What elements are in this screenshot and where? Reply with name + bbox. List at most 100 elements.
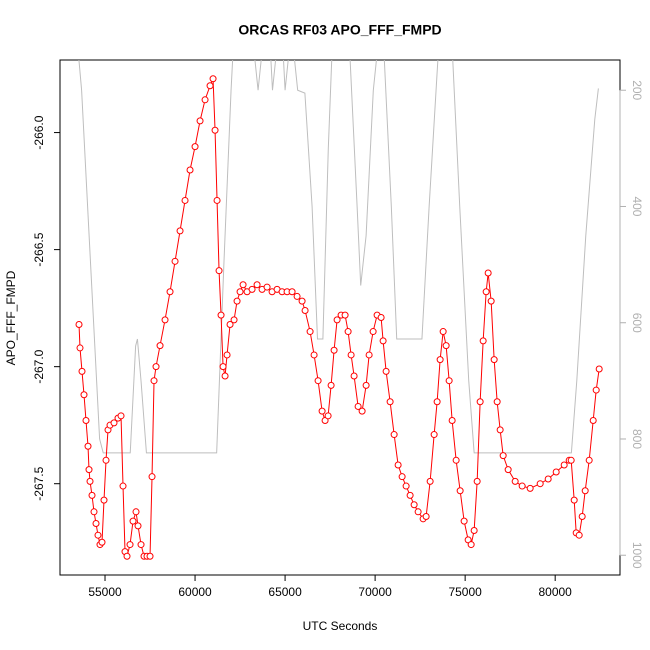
y2-tick-label: 600 — [630, 313, 644, 333]
data-point — [90, 508, 98, 516]
y-axis-label: APO_FFF_FMPD — [4, 270, 18, 365]
data-point — [100, 496, 108, 504]
data-point — [402, 482, 410, 490]
data-point — [137, 541, 145, 549]
data-point — [354, 402, 362, 410]
data-point — [362, 381, 370, 389]
data-point — [239, 281, 247, 289]
data-point — [499, 452, 507, 460]
data-point — [176, 227, 184, 235]
data-point — [85, 466, 93, 474]
data-point — [433, 398, 441, 406]
data-point — [201, 96, 209, 104]
data-point — [470, 527, 478, 535]
data-point — [314, 377, 322, 385]
data-point — [487, 297, 495, 305]
x-tick-label: 75000 — [448, 585, 482, 599]
data-point — [152, 363, 160, 371]
data-point — [263, 283, 271, 291]
data-point — [171, 257, 179, 265]
data-point — [123, 552, 131, 560]
data-point — [467, 541, 475, 549]
data-line — [78, 78, 600, 558]
data-point — [306, 328, 314, 336]
data-point — [196, 117, 204, 125]
data-point — [221, 372, 229, 380]
data-point — [460, 517, 468, 525]
data-point — [369, 328, 377, 336]
pressure-line — [78, 60, 599, 454]
y-tick-label: -267.5 — [32, 466, 46, 500]
data-point — [318, 407, 326, 415]
data-point — [490, 356, 498, 364]
data-point — [80, 391, 88, 399]
data-point — [410, 501, 418, 509]
data-point — [226, 321, 234, 329]
data-point — [98, 538, 106, 546]
data-point — [436, 356, 444, 364]
data-point — [479, 337, 487, 345]
data-point — [76, 344, 84, 352]
data-point — [191, 143, 199, 151]
x-tick-label: 80000 — [538, 585, 572, 599]
data-point — [129, 517, 137, 525]
data-point — [223, 351, 231, 359]
data-point — [482, 288, 490, 296]
x-tick-label: 65000 — [268, 585, 302, 599]
data-point — [253, 281, 261, 289]
data-point — [382, 367, 390, 375]
data-point — [150, 377, 158, 385]
x-tick-label: 55000 — [88, 585, 122, 599]
data-point — [575, 531, 583, 539]
data-point — [473, 477, 481, 485]
y-tick-label: -266.5 — [32, 232, 46, 266]
data-point — [233, 297, 241, 305]
data-point — [301, 306, 309, 314]
y2-tick-label: 200 — [630, 80, 644, 100]
data-point — [211, 126, 219, 134]
data-point — [288, 288, 296, 296]
data-point — [94, 531, 102, 539]
data-point — [293, 292, 301, 300]
data-point — [78, 367, 86, 375]
data-point — [119, 482, 127, 490]
data-point — [209, 75, 217, 83]
y2-tick-label: 800 — [630, 429, 644, 449]
data-point — [589, 417, 597, 424]
data-point — [333, 316, 341, 324]
data-point — [452, 456, 460, 464]
y2-tick-label: 1000 — [630, 542, 644, 569]
data-point — [358, 407, 366, 415]
data-point — [350, 372, 358, 380]
data-point — [493, 398, 501, 406]
data-point — [206, 82, 214, 90]
data-point — [324, 412, 332, 420]
data-point — [156, 342, 164, 350]
data-point — [327, 381, 335, 389]
data-point — [134, 522, 142, 530]
data-point — [219, 363, 227, 371]
x-tick-label: 60000 — [178, 585, 212, 599]
data-point — [377, 314, 385, 321]
y-tick-label: -266.0 — [32, 115, 46, 149]
data-point — [592, 386, 600, 394]
data-point — [570, 496, 578, 504]
data-point — [504, 466, 512, 474]
data-point — [518, 482, 526, 490]
data-point — [448, 417, 456, 424]
x-tick-label: 70000 — [358, 585, 392, 599]
data-point — [230, 316, 238, 324]
plot-area — [75, 60, 603, 560]
data-point — [181, 196, 189, 204]
data-point — [445, 377, 453, 385]
data-point — [347, 351, 355, 359]
data-point — [166, 288, 174, 296]
data-point — [213, 196, 221, 204]
data-point — [126, 541, 134, 549]
data-point — [398, 473, 406, 481]
data-point — [560, 461, 568, 469]
data-point — [217, 311, 225, 319]
data-point — [390, 431, 398, 439]
data-point — [75, 321, 83, 329]
data-point — [414, 508, 422, 516]
